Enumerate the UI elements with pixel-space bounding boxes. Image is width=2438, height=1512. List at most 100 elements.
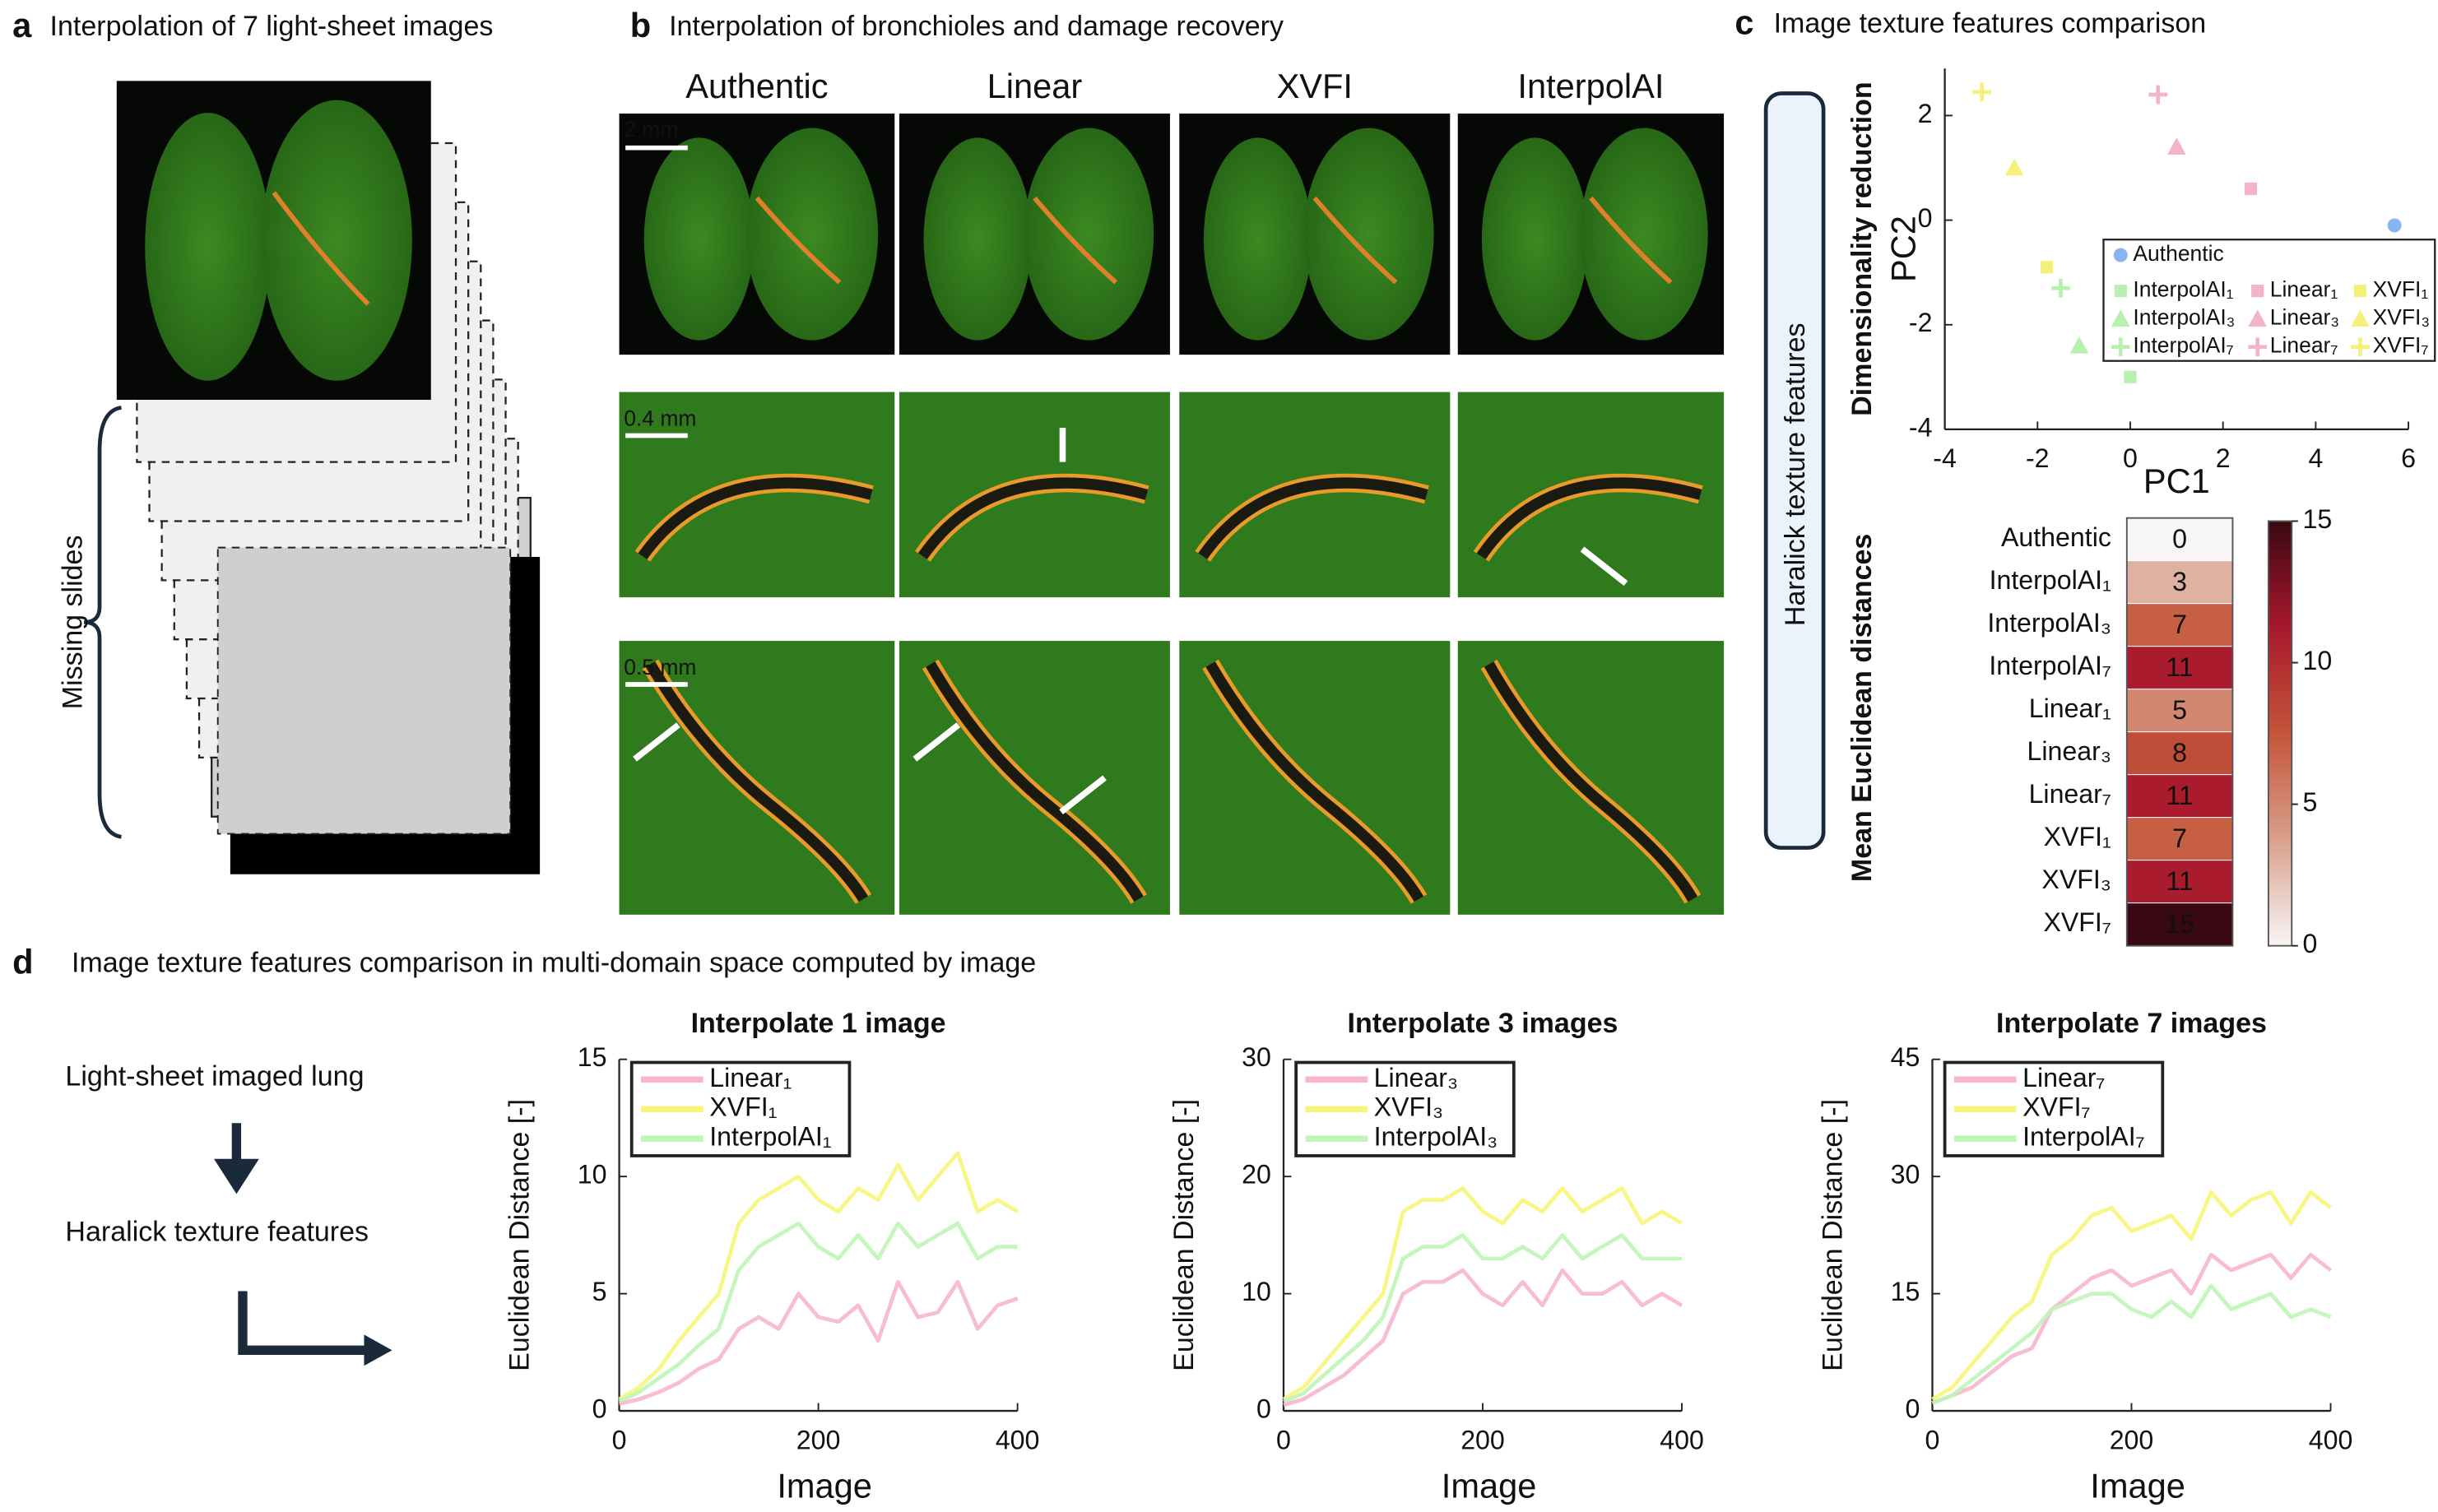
legend-label: Linear₁ (2270, 277, 2338, 302)
stack-base-gray (216, 546, 512, 835)
bracket-label: Missing slides (58, 536, 89, 710)
heat-row-label: XVFI₇ (2043, 907, 2111, 937)
marker (1972, 82, 1992, 102)
heat-cell (2126, 731, 2233, 776)
colorbar-tick-label: 15 (2302, 504, 2332, 534)
heat-value: 15 (2165, 909, 2194, 939)
lung-lobe (923, 137, 1033, 341)
airway-lumen (638, 477, 873, 560)
colorbar-tick-label: 10 (2302, 646, 2332, 675)
y-tick-label: -4 (1909, 412, 1933, 442)
panel-title: Interpolation of bronchioles and damage … (669, 11, 1284, 42)
scale-bar-label: 0.5 mm (624, 655, 696, 679)
series-line (618, 1151, 1019, 1401)
heat-cell (2126, 560, 2233, 605)
airway-lumen (645, 661, 869, 902)
panel-letter: b (630, 6, 651, 44)
y-tick-label: 0 (1905, 1394, 1920, 1424)
panel-letter: c (1734, 2, 1753, 41)
legend-label: Linear₁ (709, 1063, 792, 1092)
lung-lobe (643, 137, 755, 341)
lung-lobe (1303, 128, 1434, 341)
heat-value: 11 (2166, 866, 2193, 896)
heat-value: 11 (2166, 781, 2193, 810)
y-axis-label: Euclidean Distance [-] (1817, 1099, 1848, 1371)
y-tick-label: 5 (592, 1277, 607, 1306)
flow-arrow (214, 1123, 259, 1194)
marker (2248, 309, 2268, 327)
heat-value: 11 (2166, 652, 2193, 682)
flow-step: Light-sheet imaged lung (65, 1060, 364, 1092)
marker (2166, 137, 2186, 155)
airway-lumen (1476, 477, 1702, 559)
scale-bar-label: 0.4 mm (624, 406, 696, 431)
chart-title: Interpolate 7 images (1996, 1008, 2267, 1039)
y-tick-label: 0 (1256, 1394, 1271, 1424)
x-tick-label: 0 (612, 1425, 627, 1454)
y-tick-label: 45 (1891, 1042, 1920, 1072)
heat-row-label: XVFI₁ (2044, 822, 2111, 851)
lung-lobe (261, 100, 412, 381)
arrow (633, 722, 680, 762)
heat-row-label: Linear₁ (2029, 693, 2111, 723)
marker (2113, 248, 2128, 262)
airway (1033, 196, 1118, 285)
x-tick-label: 0 (1925, 1425, 1940, 1454)
legend-label: XVFI₁ (2373, 277, 2429, 302)
flow-arrowhead (364, 1334, 392, 1366)
legend-label: InterpolAI₃ (2133, 305, 2235, 330)
legend-label: Linear₃ (2270, 305, 2339, 330)
column-title: XVFI (1277, 67, 1353, 105)
legend-label: InterpolAI₇ (2022, 1122, 2145, 1152)
colorbar-tick-label: 5 (2302, 787, 2317, 817)
legend-label: Linear₇ (2022, 1063, 2105, 1092)
bracket (83, 406, 123, 839)
x-axis-label: Image (777, 1467, 872, 1505)
arrow (913, 722, 961, 762)
legend-label: XVFI₇ (2022, 1092, 2090, 1122)
heat-row-label: XVFI₃ (2041, 865, 2111, 894)
airway-lumen (1205, 661, 1424, 902)
y-tick-label: 30 (1891, 1160, 1920, 1190)
heat-value: 0 (2172, 524, 2187, 554)
legend-label: XVFI₁ (709, 1092, 777, 1122)
x-tick-label: 6 (2401, 443, 2416, 473)
panel-title: Image texture features comparison in mul… (72, 947, 1036, 978)
legend-label: InterpolAI₃ (1374, 1122, 1498, 1152)
x-tick-label: 2 (2216, 443, 2231, 473)
heat-cell (2126, 603, 2233, 647)
arrow (1059, 775, 1107, 815)
airway (1589, 196, 1673, 285)
legend-label: InterpolAI₇ (2133, 333, 2233, 358)
legend-label: InterpolAI₁ (709, 1122, 831, 1152)
heat-cell (2126, 860, 2233, 904)
flow-arrow (238, 1291, 368, 1355)
airway (755, 196, 842, 285)
lung-lobe (145, 113, 271, 381)
x-tick-label: 400 (2309, 1425, 2353, 1454)
x-tick-label: 0 (1276, 1425, 1291, 1454)
lung-lobe (1203, 137, 1312, 341)
x-tick-label: -4 (1933, 443, 1957, 473)
y-tick-label: 0 (592, 1394, 607, 1424)
y-axis-label: Euclidean Distance [-] (1168, 1099, 1200, 1371)
legend-label: XVFI₃ (1374, 1092, 1444, 1122)
x-tick-label: 200 (1460, 1425, 1505, 1454)
marker (2124, 370, 2137, 383)
marker (2248, 337, 2268, 357)
column-title: Authentic (685, 67, 828, 105)
x-axis-label: Image (1442, 1467, 1537, 1505)
series-line (1931, 1252, 2332, 1405)
series-line (619, 1279, 1019, 1406)
y-tick-label: 2 (1918, 99, 1933, 128)
column-title: InterpolAI (1517, 67, 1664, 105)
side-label: Haralick texture features (1780, 322, 1811, 626)
airway-lumen (1484, 661, 1698, 902)
heat-row-label: InterpolAI₃ (1987, 608, 2111, 638)
x-tick-label: 200 (2110, 1425, 2154, 1454)
y-tick-label: 10 (578, 1160, 607, 1190)
heat-value: 7 (2172, 823, 2187, 853)
x-tick-label: -2 (2026, 443, 2050, 473)
